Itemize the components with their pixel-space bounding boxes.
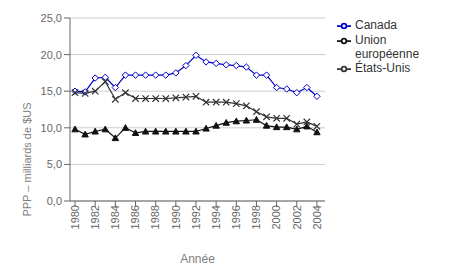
svg-text:20,0: 20,0 xyxy=(41,49,62,61)
svg-text:0,0: 0,0 xyxy=(47,195,62,207)
svg-text:1984: 1984 xyxy=(109,205,121,229)
svg-text:1982: 1982 xyxy=(89,205,101,229)
html-text:Union européenne: Union européenne xyxy=(355,32,420,61)
svg-text:10,0: 10,0 xyxy=(41,122,62,134)
svg-text:2000: 2000 xyxy=(270,205,282,229)
svg-text:15,0: 15,0 xyxy=(41,85,62,97)
html-text:Canada: Canada xyxy=(355,18,397,32)
svg-text:Année: Année xyxy=(180,252,215,266)
svg-text:2002: 2002 xyxy=(291,205,303,229)
svg-text:1980: 1980 xyxy=(69,205,81,229)
svg-text:1992: 1992 xyxy=(190,205,202,229)
svg-text:5,0: 5,0 xyxy=(47,158,62,170)
svg-text:1988: 1988 xyxy=(149,205,161,229)
svg-text:PPP – milliards de $US: PPP – milliards de $US xyxy=(21,102,33,216)
svg-text:25,0: 25,0 xyxy=(41,12,62,24)
svg-text:1986: 1986 xyxy=(129,205,141,229)
svg-text:1998: 1998 xyxy=(250,205,262,229)
svg-text:1994: 1994 xyxy=(210,205,222,229)
svg-text:2004: 2004 xyxy=(311,205,323,229)
svg-text:1990: 1990 xyxy=(170,205,182,229)
html-text:États-Unis: États-Unis xyxy=(355,60,411,75)
svg-text:1996: 1996 xyxy=(230,205,242,229)
